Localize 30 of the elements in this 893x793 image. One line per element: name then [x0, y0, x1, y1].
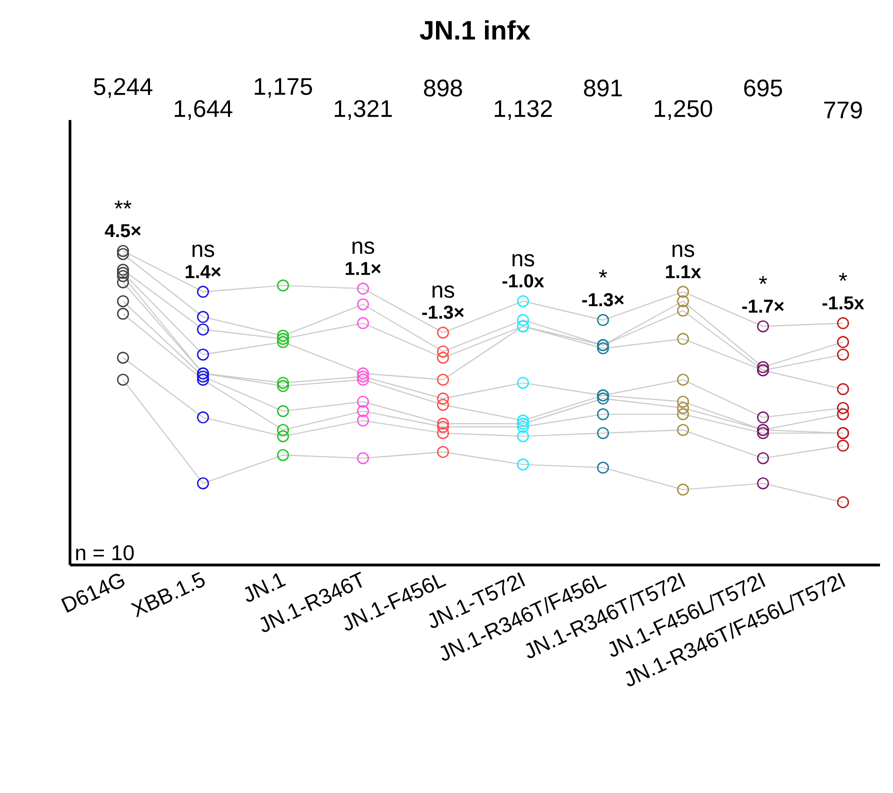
- annotation: -1.7×: [742, 300, 784, 313]
- annotation: *: [838, 272, 848, 281]
- text: 779: [824, 101, 862, 118]
- text: 1,321: [334, 100, 392, 120]
- annotation: -1.0x: [502, 274, 544, 288]
- text: 898: [424, 79, 462, 96]
- annotation: ns: [192, 244, 214, 258]
- text: 1,132: [494, 100, 552, 120]
- annotation: n = 10: [76, 545, 134, 560]
- chart-title: JN.1 infx: [420, 20, 530, 40]
- annotation: ns: [672, 244, 694, 258]
- text: 1,250: [654, 100, 712, 120]
- annotation: ns: [432, 285, 454, 298]
- annotation: 1.1x: [666, 265, 702, 278]
- annotation: -1.3×: [582, 293, 624, 306]
- annotation: -1.3×: [422, 306, 464, 319]
- annotation: 1.4×: [186, 265, 221, 278]
- annotation: *: [758, 276, 768, 284]
- annotation: *: [598, 270, 608, 278]
- text: 1,175: [254, 78, 312, 98]
- text: 695: [744, 79, 782, 96]
- annotation: -1.5x: [822, 296, 864, 310]
- text: 1,644: [174, 100, 232, 120]
- annotation: ns: [352, 242, 374, 254]
- text: 5,244: [94, 78, 152, 98]
- annotation: 1.1×: [346, 262, 381, 275]
- annotation: ns: [512, 254, 534, 266]
- text: 891: [584, 79, 622, 96]
- text: 4.5×: [104, 224, 141, 238]
- text: **: [114, 200, 132, 209]
